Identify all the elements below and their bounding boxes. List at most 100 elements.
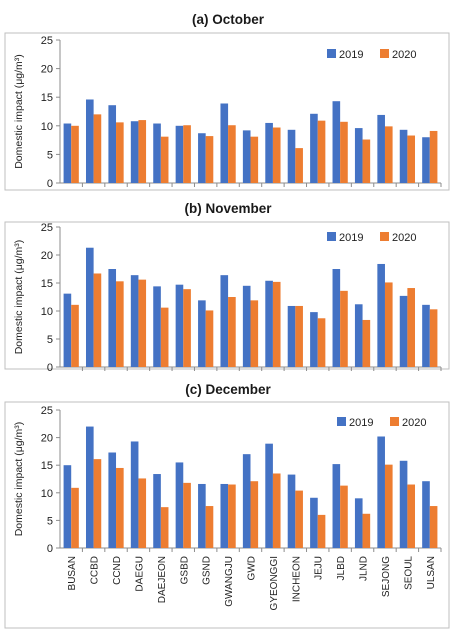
chart-title: (c) December: [185, 382, 271, 397]
bar-2020-jlnd: [362, 139, 371, 183]
bar-2019-ccbd: [85, 247, 94, 367]
bar-2020-daegu: [138, 279, 147, 367]
bar-2019-daejeon: [153, 286, 161, 367]
bar-2019-ccbd: [85, 426, 94, 548]
bar-2019-busan: [63, 293, 72, 367]
legend-label-2020: 2020: [392, 232, 416, 244]
bar-2020-daejeon: [160, 507, 169, 548]
bar-2020-ccbd: [93, 114, 102, 183]
legend-swatch-2020: [390, 417, 399, 426]
y-tick-label: 0: [47, 543, 53, 555]
legend-swatch-2019: [337, 417, 346, 426]
bar-2019-ccnd: [108, 452, 117, 548]
bar-2020-ulsan: [429, 309, 438, 367]
legend-label-2020: 2020: [392, 49, 416, 61]
bar-2019-daegu: [130, 275, 139, 367]
y-axis-label: Domestic impact (μg/m³): [13, 422, 25, 537]
bar-2019-ccnd: [108, 269, 117, 367]
bar-2019-gwangju: [220, 103, 229, 183]
bar-2020-ccbd: [93, 459, 102, 548]
bar-2019-seoul: [399, 460, 408, 548]
bar-2020-sejong: [384, 464, 393, 548]
bar-2019-ulsan: [422, 304, 430, 367]
category-label-gwangju: GWANGJU: [224, 556, 235, 607]
bar-2020-busan: [71, 304, 79, 367]
bar-2019-gyeonggi: [265, 122, 273, 183]
legend-swatch-2020: [380, 232, 389, 241]
bar-2019-gwd: [242, 130, 251, 183]
bar-2019-sejong: [377, 114, 385, 183]
y-tick-label: 25: [41, 405, 53, 417]
chart-panel-3: (c) December Domestic impact (μg/m³) 0 5 10 1…: [4, 382, 450, 629]
bar-2020-gwangju: [228, 297, 236, 367]
bar-2020-gsnd: [205, 310, 214, 367]
bar-2019-sejong: [377, 263, 385, 367]
legend-label-2020: 2020: [402, 417, 426, 429]
bar-2019-jlnd: [354, 498, 363, 548]
y-axis-label: Domestic impact (μg/m³): [13, 54, 25, 169]
bar-2019-daegu: [130, 121, 139, 183]
bar-2019-gyeonggi: [265, 280, 273, 367]
y-tick-label: 25: [41, 222, 53, 234]
bar-2020-jlnd: [362, 513, 371, 548]
category-label-daegu: DAEGU: [134, 556, 145, 592]
bar-2020-jlbd: [340, 290, 348, 367]
bar-2019-daejeon: [153, 474, 161, 548]
bar-2019-daegu: [130, 441, 139, 548]
category-label-jlnd: JLND: [359, 556, 370, 581]
bar-2019-gwd: [242, 454, 251, 548]
bar-2019-jlbd: [332, 269, 341, 367]
bar-2020-incheon: [295, 148, 303, 183]
bar-2019-gsbd: [175, 462, 184, 548]
bar-2020-gsbd: [183, 482, 191, 548]
category-label-busan: BUSAN: [67, 556, 78, 590]
bar-2020-daejeon: [160, 136, 169, 183]
category-label-gsbd: GSBD: [179, 556, 190, 584]
bar-2019-jlbd: [332, 101, 341, 183]
bar-2020-busan: [71, 487, 79, 548]
bar-2020-seoul: [407, 288, 416, 367]
bar-2020-ccnd: [116, 122, 124, 183]
bar-2019-seoul: [399, 295, 408, 367]
y-tick-label: 20: [41, 250, 53, 262]
bar-2020-seoul: [407, 135, 416, 183]
bar-2020-gsnd: [205, 506, 214, 548]
y-tick-label: 20: [41, 64, 53, 76]
legend-label-2019: 2019: [339, 49, 363, 61]
bar-2019-jeju: [310, 497, 318, 548]
bar-2020-sejong: [384, 282, 393, 367]
bar-2020-sejong: [384, 126, 393, 183]
bar-2020-ccnd: [116, 281, 124, 367]
bar-2019-ccnd: [108, 105, 117, 183]
bar-2019-busan: [63, 465, 72, 548]
bar-2020-gyeonggi: [272, 281, 281, 367]
bar-2020-jlnd: [362, 319, 371, 367]
bar-2020-gsnd: [205, 136, 214, 183]
category-label-ccbd: CCBD: [90, 556, 101, 584]
panel-frame: [4, 32, 450, 191]
bar-2020-ccbd: [93, 273, 102, 367]
bar-2020-gwd: [250, 136, 259, 183]
category-label-ulsan: ULSAN: [426, 556, 437, 589]
category-label-seoul: SEOUL: [403, 556, 414, 590]
panel-frame: [4, 401, 450, 629]
chart-panel-2: (b) November Domestic impact (μg/m³) 0 5 10 1…: [4, 201, 450, 374]
category-label-sejong: SEJONG: [381, 556, 392, 597]
y-tick-label: 10: [41, 306, 53, 318]
y-tick-label: 10: [41, 121, 53, 133]
bar-2019-gsbd: [175, 284, 184, 367]
y-tick-label: 20: [41, 433, 53, 445]
y-axis-label: Domestic impact (μg/m³): [13, 240, 25, 355]
bar-2020-gwd: [250, 481, 259, 548]
legend-swatch-2019: [327, 49, 336, 58]
bar-2020-ulsan: [429, 130, 438, 183]
panel-frame: [4, 221, 450, 370]
legend-label-2019: 2019: [349, 417, 373, 429]
y-tick-label: 5: [47, 334, 53, 346]
bar-2020-daejeon: [160, 307, 169, 367]
category-label-gwd: GWD: [247, 556, 258, 580]
bar-2019-gwangju: [220, 275, 229, 367]
bar-2020-jeju: [317, 514, 326, 548]
chart-title: (b) November: [184, 201, 272, 216]
category-label-gsnd: GSND: [202, 556, 213, 585]
